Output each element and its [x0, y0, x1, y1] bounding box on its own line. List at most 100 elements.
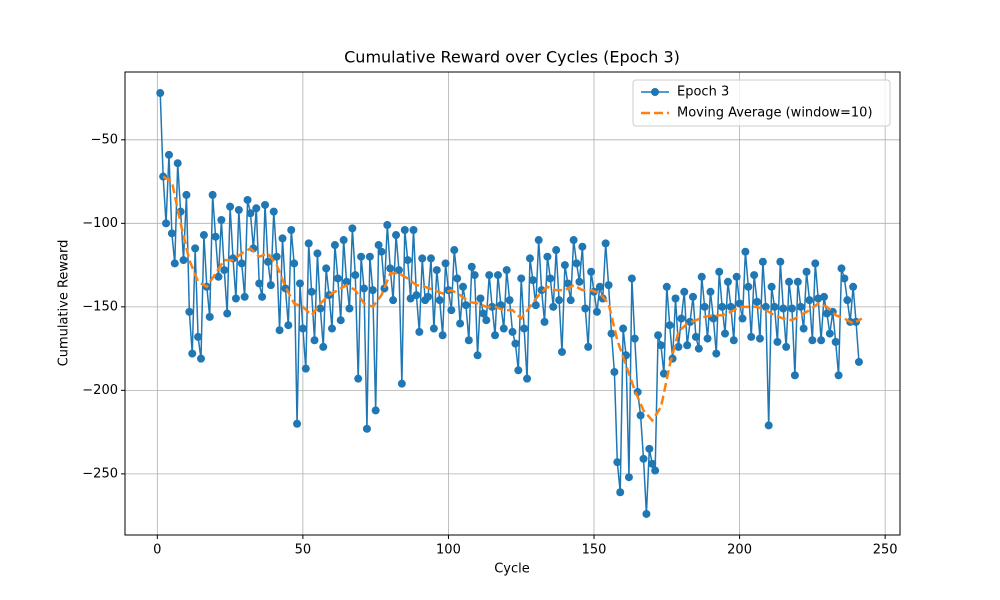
data-point — [476, 294, 485, 303]
data-point — [441, 259, 450, 268]
data-point — [764, 421, 773, 430]
data-point — [374, 241, 383, 250]
data-point — [415, 327, 424, 336]
data-point — [505, 296, 514, 305]
data-point — [770, 302, 779, 311]
data-point — [167, 229, 176, 238]
data-point — [185, 307, 194, 316]
data-point — [432, 266, 441, 275]
data-point — [499, 324, 508, 333]
data-point — [412, 291, 421, 300]
data-point — [566, 296, 575, 305]
data-point — [560, 261, 569, 270]
data-point — [723, 277, 732, 286]
data-point — [677, 314, 686, 323]
data-point — [613, 458, 622, 467]
data-point — [191, 244, 200, 253]
data-point — [557, 347, 566, 356]
plot-frame — [124, 71, 901, 536]
data-point — [351, 271, 360, 280]
data-point — [639, 454, 648, 463]
y-tick-label: −100 — [82, 216, 118, 231]
data-point — [750, 271, 759, 280]
data-point — [429, 324, 438, 333]
data-point — [662, 282, 671, 291]
x-tick-label: 250 — [873, 543, 898, 558]
legend-label: Epoch 3 — [677, 85, 729, 100]
data-point — [392, 231, 401, 240]
data-point — [837, 264, 846, 273]
data-point — [164, 150, 173, 159]
data-point — [636, 411, 645, 420]
data-point — [758, 257, 767, 266]
data-point — [394, 266, 403, 275]
data-point — [482, 316, 491, 325]
data-point — [243, 195, 252, 204]
data-point — [179, 256, 188, 265]
data-point — [435, 296, 444, 305]
data-point — [459, 282, 468, 291]
data-point — [525, 254, 534, 263]
data-point — [843, 296, 852, 305]
data-point — [313, 249, 322, 258]
data-point — [226, 202, 235, 211]
series-line — [162, 175, 863, 423]
data-point — [258, 292, 267, 301]
data-point — [630, 334, 639, 343]
data-point — [648, 459, 657, 468]
data-point — [511, 339, 520, 348]
data-point — [604, 281, 613, 290]
data-point — [246, 209, 255, 218]
data-point — [290, 259, 299, 268]
data-point — [450, 246, 459, 255]
data-point — [726, 302, 735, 311]
data-point — [735, 299, 744, 308]
data-point — [555, 296, 564, 305]
data-point — [689, 292, 698, 301]
data-point — [307, 287, 316, 296]
data-point — [348, 224, 357, 233]
data-point — [456, 319, 465, 328]
y-tick-label: −200 — [82, 383, 118, 398]
data-point — [671, 294, 680, 303]
data-point — [619, 324, 628, 333]
legend-label: Moving Average (window=10) — [677, 106, 873, 121]
data-point — [438, 331, 447, 340]
data-point — [572, 259, 581, 268]
data-point — [418, 254, 427, 263]
data-point — [654, 331, 663, 340]
data-point — [665, 321, 674, 330]
data-point — [531, 301, 540, 310]
data-point — [755, 334, 764, 343]
data-point — [194, 332, 203, 341]
data-point — [461, 301, 470, 310]
data-point — [409, 226, 418, 235]
data-point — [354, 374, 363, 383]
data-point — [508, 327, 517, 336]
data-point — [162, 219, 171, 228]
data-point — [587, 267, 596, 276]
data-point — [214, 272, 223, 281]
data-point — [424, 292, 433, 301]
data-point — [773, 337, 782, 346]
data-point — [718, 302, 727, 311]
data-point — [741, 247, 750, 256]
data-point — [234, 205, 243, 214]
data-point — [523, 374, 532, 383]
data-point — [796, 302, 805, 311]
data-point — [301, 364, 310, 373]
data-point — [322, 264, 331, 273]
data-point — [601, 239, 610, 248]
data-point — [793, 277, 802, 286]
data-point — [386, 264, 395, 273]
data-point — [470, 271, 479, 280]
data-point — [360, 284, 369, 293]
data-point — [776, 257, 785, 266]
data-point — [656, 341, 665, 350]
data-point — [199, 231, 208, 240]
data-point — [761, 302, 770, 311]
data-point — [255, 279, 264, 288]
data-point — [703, 334, 712, 343]
data-point — [674, 342, 683, 351]
